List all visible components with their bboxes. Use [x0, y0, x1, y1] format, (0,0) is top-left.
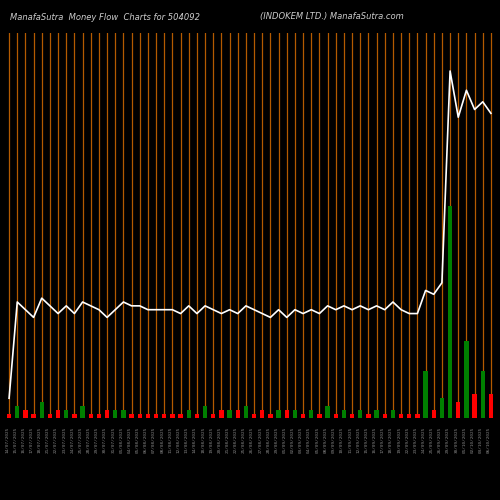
Bar	[472, 394, 477, 417]
Bar	[448, 206, 452, 418]
Bar	[7, 414, 12, 418]
Bar	[317, 414, 322, 418]
Bar	[80, 406, 85, 417]
Bar	[121, 410, 126, 418]
Bar	[130, 414, 134, 418]
Bar	[64, 410, 68, 418]
Bar	[268, 414, 272, 418]
Bar	[203, 406, 207, 417]
Bar	[138, 414, 142, 418]
Text: (INDOKEM LTD.) ManafaSutra.com: (INDOKEM LTD.) ManafaSutra.com	[260, 12, 404, 22]
Bar	[96, 414, 101, 418]
Bar	[170, 414, 174, 418]
Bar	[432, 410, 436, 418]
Bar	[236, 410, 240, 418]
Bar	[342, 410, 346, 418]
Bar	[228, 410, 232, 418]
Bar	[15, 406, 20, 417]
Bar	[162, 414, 166, 418]
Bar	[194, 414, 199, 418]
Bar	[244, 406, 248, 417]
Bar	[350, 414, 354, 418]
Bar	[374, 410, 379, 418]
Bar	[32, 414, 36, 418]
Bar	[292, 410, 297, 418]
Bar	[56, 410, 60, 418]
Bar	[407, 414, 412, 418]
Bar	[415, 414, 420, 418]
Bar	[219, 410, 224, 418]
Bar	[40, 402, 44, 417]
Bar	[309, 410, 314, 418]
Bar	[48, 414, 52, 418]
Bar	[358, 410, 362, 418]
Bar	[284, 410, 289, 418]
Bar	[260, 410, 264, 418]
Bar	[301, 414, 306, 418]
Bar	[382, 414, 387, 418]
Bar	[154, 414, 158, 418]
Bar	[23, 410, 28, 418]
Bar	[440, 398, 444, 417]
Bar	[424, 372, 428, 418]
Bar	[178, 414, 183, 418]
Bar	[113, 410, 117, 418]
Bar	[105, 410, 110, 418]
Bar	[334, 414, 338, 418]
Bar	[488, 394, 493, 417]
Bar	[366, 414, 370, 418]
Bar	[88, 414, 93, 418]
Bar	[186, 410, 191, 418]
Bar	[72, 414, 76, 418]
Bar	[211, 414, 216, 418]
Bar	[252, 414, 256, 418]
Bar	[326, 406, 330, 417]
Bar	[390, 410, 395, 418]
Bar	[276, 410, 281, 418]
Bar	[146, 414, 150, 418]
Bar	[456, 402, 460, 417]
Bar	[480, 372, 485, 418]
Text: ManafaSutra  Money Flow  Charts for 504092: ManafaSutra Money Flow Charts for 504092	[10, 12, 200, 22]
Bar	[399, 414, 404, 418]
Bar	[464, 340, 468, 417]
